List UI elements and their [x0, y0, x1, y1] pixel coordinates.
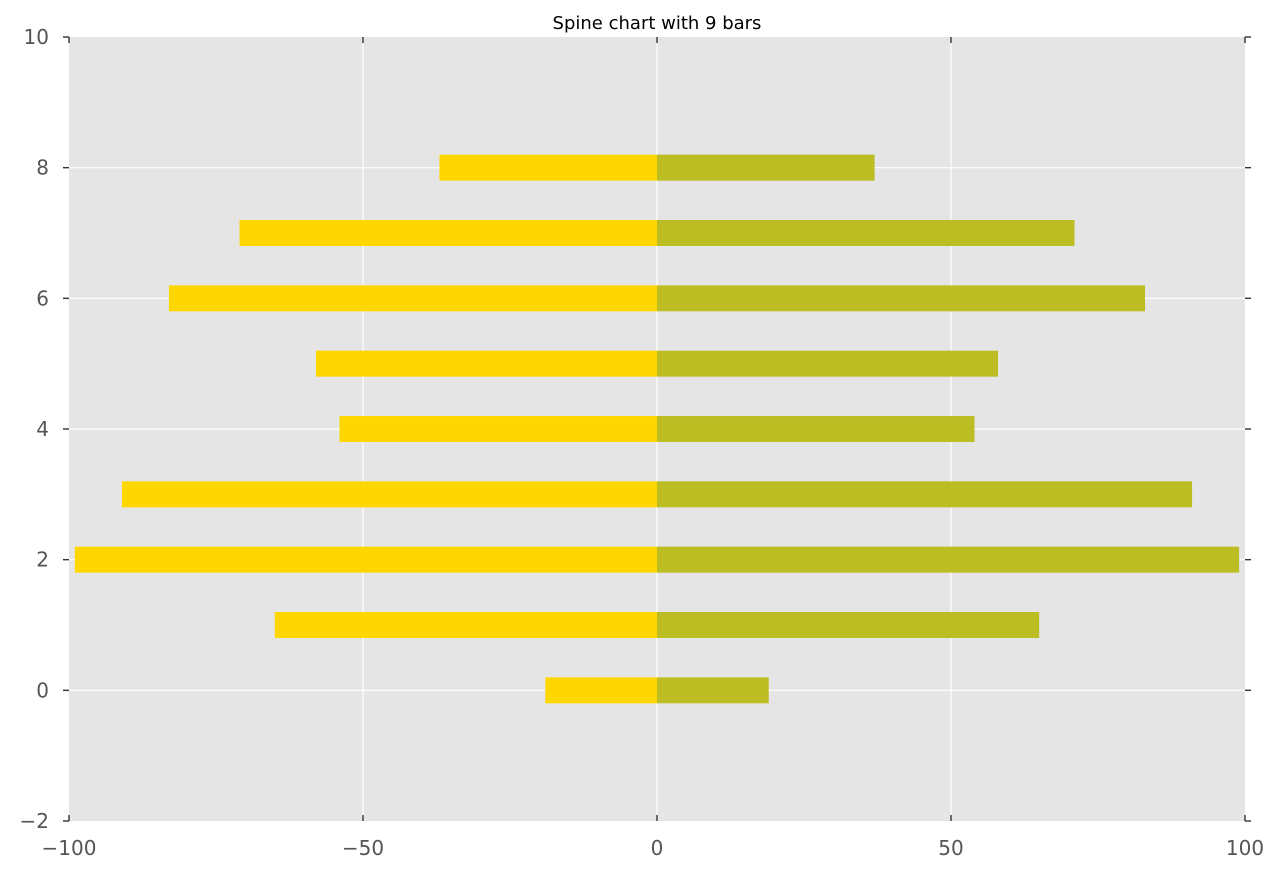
left-bar-4: [339, 416, 657, 442]
right-bar-1: [657, 612, 1040, 638]
left-bar-1: [274, 612, 657, 638]
y-tick-label: −2: [20, 809, 49, 833]
chart-title: Spine chart with 9 bars: [553, 13, 762, 34]
y-tick-label: 2: [36, 548, 49, 572]
right-bar-5: [657, 350, 999, 377]
y-tick-label: 6: [36, 286, 49, 310]
right-bar-2: [657, 546, 1240, 573]
y-tick-label: 4: [36, 417, 49, 441]
right-bar-7: [657, 220, 1075, 246]
bars: [74, 154, 1240, 704]
x-tick-label: 0: [651, 836, 664, 860]
left-bar-5: [315, 350, 657, 377]
left-bar-2: [74, 546, 657, 573]
left-bar-6: [168, 285, 657, 312]
y-tick-label: 8: [36, 156, 49, 180]
x-tick-label: −50: [342, 836, 384, 860]
x-tick-label: 50: [938, 836, 963, 860]
left-bar-7: [239, 220, 657, 246]
right-bar-4: [657, 416, 975, 442]
y-tick-label: 0: [36, 678, 49, 702]
x-tick-label: −100: [42, 836, 97, 860]
ticks: −100 −50 0 50 100 −2 0 2 4 6 8 10: [20, 25, 1265, 860]
right-bar-8: [657, 154, 875, 181]
right-bar-3: [657, 481, 1193, 508]
right-bar-6: [657, 285, 1146, 312]
right-bar-0: [657, 677, 769, 704]
y-tick-label: 10: [24, 25, 49, 49]
x-tick-label: 100: [1226, 836, 1264, 860]
left-bar-3: [121, 481, 658, 508]
left-bar-8: [439, 154, 657, 181]
left-bar-0: [545, 677, 657, 704]
